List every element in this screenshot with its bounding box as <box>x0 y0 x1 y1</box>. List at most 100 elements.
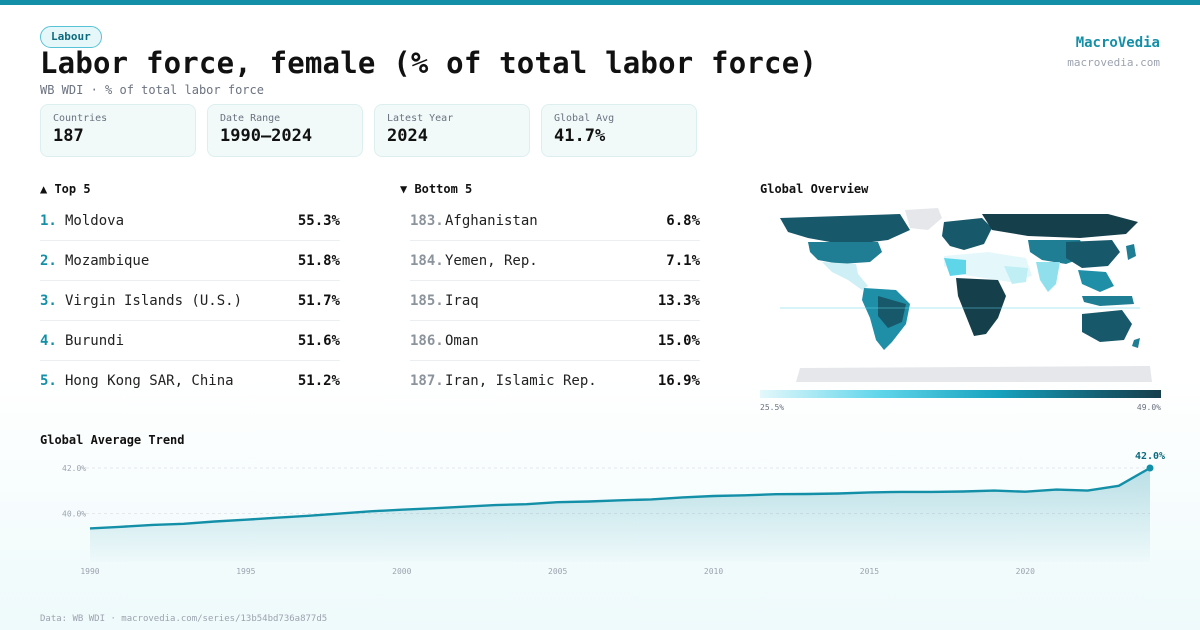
country-value: 51.8% <box>297 252 340 269</box>
country-value: 13.3% <box>657 292 700 309</box>
country-name: Afghanistan <box>445 212 538 229</box>
world-map-svg <box>780 208 1152 382</box>
trend-x-tick-label: 2000 <box>392 567 411 576</box>
trend-y-tick-label: 42.0% <box>62 464 86 473</box>
map-region-greenland <box>905 208 942 230</box>
country-value: 51.7% <box>297 292 340 309</box>
rank-number: 185. <box>410 292 444 309</box>
country-name: Iraq <box>445 292 479 309</box>
map-legend-min: 25.5% <box>760 403 785 412</box>
list-item[interactable]: 4. Burundi 51.6% <box>40 321 340 361</box>
rank-number: 4. <box>40 332 57 349</box>
map-region-mexico <box>822 262 868 290</box>
country-name: Oman <box>445 332 479 349</box>
map-region-africa <box>956 278 1006 336</box>
list-item[interactable]: 5. Hong Kong SAR, China 51.2% <box>40 361 340 401</box>
stat-card-latest-year: Latest Year 2024 <box>374 104 530 157</box>
trend-end-label: 42.0% <box>1135 451 1165 462</box>
map-region-arabia <box>1004 266 1028 284</box>
rank-number: 1. <box>40 212 57 229</box>
rank-number: 183. <box>410 212 444 229</box>
stat-value: 187 <box>53 126 84 146</box>
list-item[interactable]: 186. Oman 15.0% <box>410 321 700 361</box>
map-region-usa <box>808 242 882 264</box>
list-item[interactable]: 1. Moldova 55.3% <box>40 201 340 241</box>
bottom5-heading: ▼ Bottom 5 <box>400 182 473 196</box>
country-value: 51.6% <box>297 332 340 349</box>
country-name: Iran, Islamic Rep. <box>445 373 597 389</box>
country-name: Yemen, Rep. <box>445 252 538 269</box>
map-region-new-zealand <box>1132 338 1140 348</box>
country-name: Hong Kong SAR, China <box>65 373 234 389</box>
trend-x-tick-label: 2020 <box>1016 567 1035 576</box>
map-region-indonesia <box>1082 296 1134 306</box>
country-value: 15.0% <box>657 332 700 349</box>
map-region-west-africa <box>944 258 966 276</box>
map-color-scale <box>760 390 1161 398</box>
map-region-china <box>1066 240 1120 268</box>
list-item[interactable]: 3. Virgin Islands (U.S.) 51.7% <box>40 281 340 321</box>
map-region-australia <box>1082 310 1132 342</box>
trend-chart[interactable]: 40.0%42.0% 1990 1995 2000 2005 2010 2015 2020 … <box>0 450 1200 580</box>
list-item[interactable]: 2. Mozambique 51.8% <box>40 241 340 281</box>
list-item[interactable]: 187. Iran, Islamic Rep. 16.9% <box>410 361 700 401</box>
top5-list: 1. Moldova 55.3% 2. Mozambique 51.8% 3. Virgi… <box>40 201 340 401</box>
stat-label: Date Range <box>220 113 281 124</box>
map-region-russia <box>982 214 1138 238</box>
list-item[interactable]: 183. Afghanistan 6.8% <box>410 201 700 241</box>
map-region-europe <box>942 218 992 250</box>
rank-number: 3. <box>40 292 57 309</box>
rank-number: 186. <box>410 332 444 349</box>
world-choropleth-map[interactable] <box>760 200 1161 385</box>
map-region-canada <box>780 214 910 244</box>
stat-card-date-range: Date Range 1990–2024 <box>207 104 363 157</box>
map-region-se-asia <box>1078 270 1114 292</box>
bottom5-list: 183. Afghanistan 6.8% 184. Yemen, Rep. 7.1% … <box>410 201 700 401</box>
map-region-brazil <box>878 296 906 328</box>
map-legend-max: 49.0% <box>1136 403 1161 412</box>
trend-x-tick-label: 1995 <box>236 567 255 576</box>
brand-url[interactable]: macrovedia.com <box>1067 56 1160 69</box>
trend-x-tick-label: 1990 <box>80 567 99 576</box>
country-name: Mozambique <box>65 252 150 269</box>
trend-x-tick-label: 2010 <box>704 567 723 576</box>
rank-number: 2. <box>40 252 57 269</box>
trend-x-tick-label: 2005 <box>548 567 567 576</box>
stat-card-countries: Countries 187 <box>40 104 196 157</box>
top5-heading: ▲ Top 5 <box>40 182 91 196</box>
rank-number: 187. <box>410 373 444 389</box>
trend-y-tick-label: 40.0% <box>62 510 86 519</box>
top-accent-bar <box>0 0 1200 5</box>
trend-end-point[interactable] <box>1146 464 1154 472</box>
page-title: Labor force, female (% of total labor fo… <box>40 46 818 80</box>
country-value: 55.3% <box>297 212 340 229</box>
stat-value: 1990–2024 <box>220 126 313 146</box>
rank-number: 5. <box>40 373 57 389</box>
map-region-antarctica <box>796 366 1152 382</box>
stat-label: Latest Year <box>387 113 454 124</box>
trend-heading: Global Average Trend <box>40 433 185 447</box>
stat-label: Global Avg <box>554 113 615 124</box>
country-value: 6.8% <box>666 212 700 229</box>
country-name: Virgin Islands (U.S.) <box>65 292 243 309</box>
stat-card-global-avg: Global Avg 41.7% <box>541 104 697 157</box>
map-heading: Global Overview <box>760 182 869 196</box>
stat-label: Countries <box>53 113 108 124</box>
map-region-india <box>1036 262 1060 292</box>
country-value: 7.1% <box>666 252 700 269</box>
category-badge[interactable]: Labour <box>40 26 102 48</box>
page-subtitle: WB WDI · % of total labor force <box>40 83 264 97</box>
stat-value: 41.7% <box>554 126 606 146</box>
map-region-japan <box>1126 244 1136 260</box>
country-name: Burundi <box>65 332 125 349</box>
trend-x-tick-label: 2015 <box>860 567 879 576</box>
footer-source[interactable]: Data: WB WDI · macrovedia.com/series/13b… <box>40 614 328 624</box>
brand-name[interactable]: MacroVedia <box>1075 35 1160 51</box>
trend-area <box>90 468 1150 562</box>
trend-y-axis: 40.0% 42.0% <box>62 464 86 519</box>
rank-number: 184. <box>410 252 444 269</box>
list-item[interactable]: 185. Iraq 13.3% <box>410 281 700 321</box>
country-value: 16.9% <box>657 373 700 389</box>
stat-value: 2024 <box>387 126 428 146</box>
list-item[interactable]: 184. Yemen, Rep. 7.1% <box>410 241 700 281</box>
